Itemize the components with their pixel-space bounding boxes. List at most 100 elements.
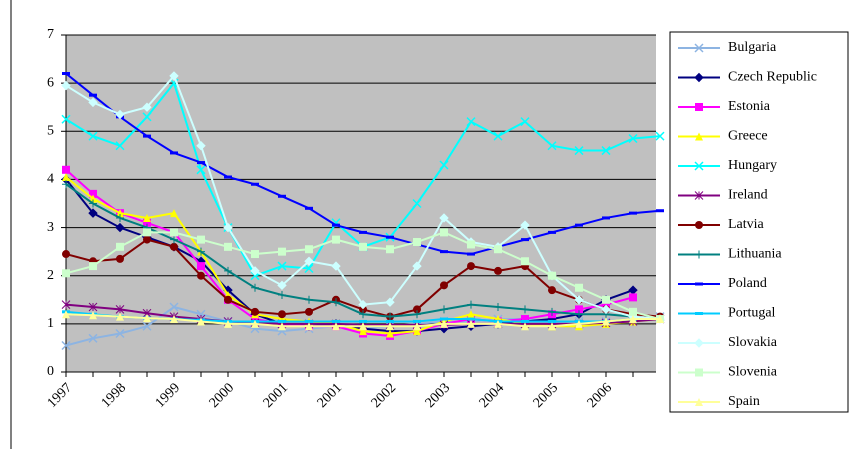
marker: [440, 319, 448, 328]
marker: [601, 146, 611, 156]
marker: [142, 112, 152, 122]
marker: [115, 305, 125, 314]
marker: [574, 295, 584, 305]
marker: [116, 254, 124, 263]
marker: [412, 261, 422, 271]
marker: [305, 307, 313, 316]
marker: [358, 299, 368, 310]
marker: [628, 133, 638, 144]
marker: [305, 295, 313, 304]
marker: [695, 398, 703, 406]
marker: [88, 208, 98, 218]
marker: [197, 247, 205, 256]
marker: [602, 216, 610, 220]
marker: [196, 141, 206, 151]
marker: [521, 315, 529, 324]
marker: [629, 293, 637, 302]
marker: [695, 132, 703, 141]
marker: [88, 333, 98, 343]
marker: [629, 211, 637, 215]
marker: [386, 319, 394, 323]
y-tick-label: 4: [47, 172, 54, 187]
marker: [143, 134, 151, 138]
x-tick-label: 2001: [261, 380, 291, 410]
marker: [223, 222, 233, 233]
marker: [89, 93, 97, 97]
marker: [629, 307, 637, 316]
marker: [695, 368, 703, 377]
marker: [656, 209, 664, 213]
marker: [694, 338, 704, 348]
marker: [494, 319, 502, 328]
marker: [277, 261, 287, 271]
marker: [548, 319, 556, 323]
marker: [116, 213, 124, 222]
marker: [116, 209, 124, 218]
marker: [439, 213, 449, 223]
marker: [440, 317, 448, 321]
y-tick-label: 7: [47, 27, 54, 42]
marker: [694, 161, 704, 171]
marker: [62, 269, 70, 278]
marker: [305, 245, 313, 254]
marker: [332, 223, 340, 227]
marker: [89, 194, 97, 203]
marker: [251, 307, 259, 316]
marker: [332, 235, 340, 244]
marker: [695, 282, 703, 286]
marker: [61, 300, 71, 309]
marker: [359, 242, 367, 251]
legend-label: Slovenia: [728, 365, 778, 380]
x-tick-label: 2003: [423, 380, 453, 410]
marker: [170, 151, 178, 155]
marker: [467, 310, 475, 319]
x-tick-label: 2005: [531, 380, 561, 410]
marker: [521, 319, 529, 323]
marker: [413, 310, 421, 319]
marker: [196, 165, 206, 175]
marker: [386, 245, 394, 254]
marker: [224, 175, 232, 179]
marker: [278, 194, 286, 198]
legend-label: Spain: [728, 394, 760, 409]
marker: [602, 317, 610, 326]
marker: [278, 247, 286, 256]
marker: [331, 261, 341, 271]
marker: [143, 235, 151, 244]
marker: [695, 103, 703, 111]
marker: [278, 319, 286, 323]
marker: [142, 321, 152, 331]
marker: [143, 213, 151, 222]
marker: [440, 250, 448, 254]
marker: [304, 263, 314, 274]
marker: [386, 322, 394, 331]
y-tick-label: 6: [47, 75, 54, 90]
marker: [62, 173, 70, 182]
marker: [277, 280, 287, 291]
marker: [88, 97, 98, 108]
marker: [304, 256, 314, 266]
marker: [602, 295, 610, 304]
marker: [440, 228, 448, 237]
marker: [62, 165, 70, 174]
marker: [413, 319, 421, 323]
marker: [197, 161, 205, 165]
marker: [575, 310, 583, 319]
marker: [61, 80, 71, 91]
marker: [694, 72, 704, 83]
marker: [520, 220, 530, 230]
marker: [575, 223, 583, 227]
marker: [197, 262, 205, 271]
marker: [305, 322, 313, 331]
marker: [332, 298, 340, 307]
marker: [520, 117, 530, 127]
legend-label: Ireland: [728, 188, 768, 203]
marker: [359, 305, 367, 314]
marker: [197, 317, 205, 326]
marker: [142, 102, 152, 112]
marker: [359, 327, 367, 336]
marker: [521, 322, 529, 331]
marker: [548, 271, 556, 280]
x-tick-label: 1998: [99, 380, 129, 410]
